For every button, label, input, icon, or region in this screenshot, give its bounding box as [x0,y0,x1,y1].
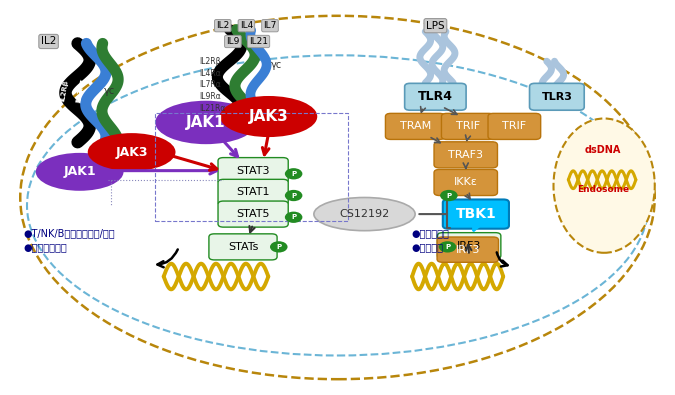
FancyBboxPatch shape [437,237,498,262]
Text: iL2Rβ: iL2Rβ [60,79,70,102]
Text: STAT5: STAT5 [236,209,270,219]
Text: JAK1: JAK1 [63,166,96,178]
Text: IL7: IL7 [263,21,277,30]
Text: IKKε: IKKε [454,177,478,188]
FancyBboxPatch shape [529,83,584,110]
Text: JAK3: JAK3 [115,146,148,158]
Text: TRIF: TRIF [456,121,480,132]
Text: P: P [291,171,296,177]
Text: γc: γc [104,86,115,96]
Text: P: P [291,192,296,199]
FancyBboxPatch shape [434,142,497,168]
Text: TBK1: TBK1 [456,207,496,221]
Ellipse shape [285,168,302,179]
Text: STAT1: STAT1 [236,187,270,198]
Text: LPS: LPS [426,21,445,31]
Ellipse shape [220,96,317,137]
Text: IL2: IL2 [41,36,56,47]
Ellipse shape [440,190,458,201]
Text: STATs: STATs [227,242,258,252]
FancyBboxPatch shape [385,113,445,139]
Text: P: P [446,192,452,199]
Text: IL-2Rα: IL-2Rα [75,78,86,103]
Text: ●抗感染免疫: ●抗感染免疫 [412,228,450,238]
Ellipse shape [270,241,288,252]
FancyBboxPatch shape [218,201,288,227]
Text: TLR3: TLR3 [541,92,572,102]
Ellipse shape [36,153,124,191]
Text: IL2: IL2 [216,21,230,30]
FancyBboxPatch shape [441,113,494,139]
Text: STAT3: STAT3 [236,166,270,176]
Ellipse shape [314,198,415,231]
FancyBboxPatch shape [405,83,466,110]
Text: ●T/NK/B淡巴细胞分化/增殖: ●T/NK/B淡巴细胞分化/增殖 [24,228,115,238]
Text: IL4Rα: IL4Rα [199,69,221,77]
Text: ●免疫记忆维持: ●免疫记忆维持 [24,242,68,252]
Text: P: P [445,244,450,250]
Text: CS12192: CS12192 [340,209,389,219]
Text: IL21: IL21 [249,37,268,46]
Text: IRF3: IRF3 [457,241,481,251]
Ellipse shape [88,133,176,171]
FancyBboxPatch shape [218,158,288,184]
FancyBboxPatch shape [209,234,277,260]
Text: TRAM: TRAM [400,121,431,132]
Text: IRF3: IRF3 [456,245,480,255]
Text: dsDNA: dsDNA [585,145,621,155]
Ellipse shape [285,212,302,223]
Text: TLR4: TLR4 [418,90,453,103]
Text: P: P [291,214,296,220]
Ellipse shape [155,101,256,144]
FancyBboxPatch shape [488,113,541,139]
FancyBboxPatch shape [434,169,497,196]
Text: IL21Rα: IL21Rα [199,104,225,113]
Text: P: P [276,244,281,250]
Text: JAK1: JAK1 [186,115,225,130]
Ellipse shape [554,118,655,253]
Text: IL4: IL4 [240,21,253,30]
Text: IL9Rα: IL9Rα [199,92,221,101]
FancyBboxPatch shape [437,233,501,259]
FancyBboxPatch shape [218,179,288,205]
Text: IL7Rα: IL7Rα [199,81,221,89]
Text: TRIF: TRIF [502,121,526,132]
Text: γc: γc [271,60,282,70]
Text: JAK3: JAK3 [249,109,288,124]
Text: Endosome: Endosome [576,185,629,194]
Text: IL9: IL9 [226,37,240,46]
Text: TRAF3: TRAF3 [448,150,483,160]
FancyBboxPatch shape [443,199,509,229]
Text: ●炎症反应: ●炎症反应 [412,242,443,252]
Ellipse shape [439,241,456,252]
Text: IL2Rβ: IL2Rβ [199,57,221,66]
Ellipse shape [285,190,302,201]
